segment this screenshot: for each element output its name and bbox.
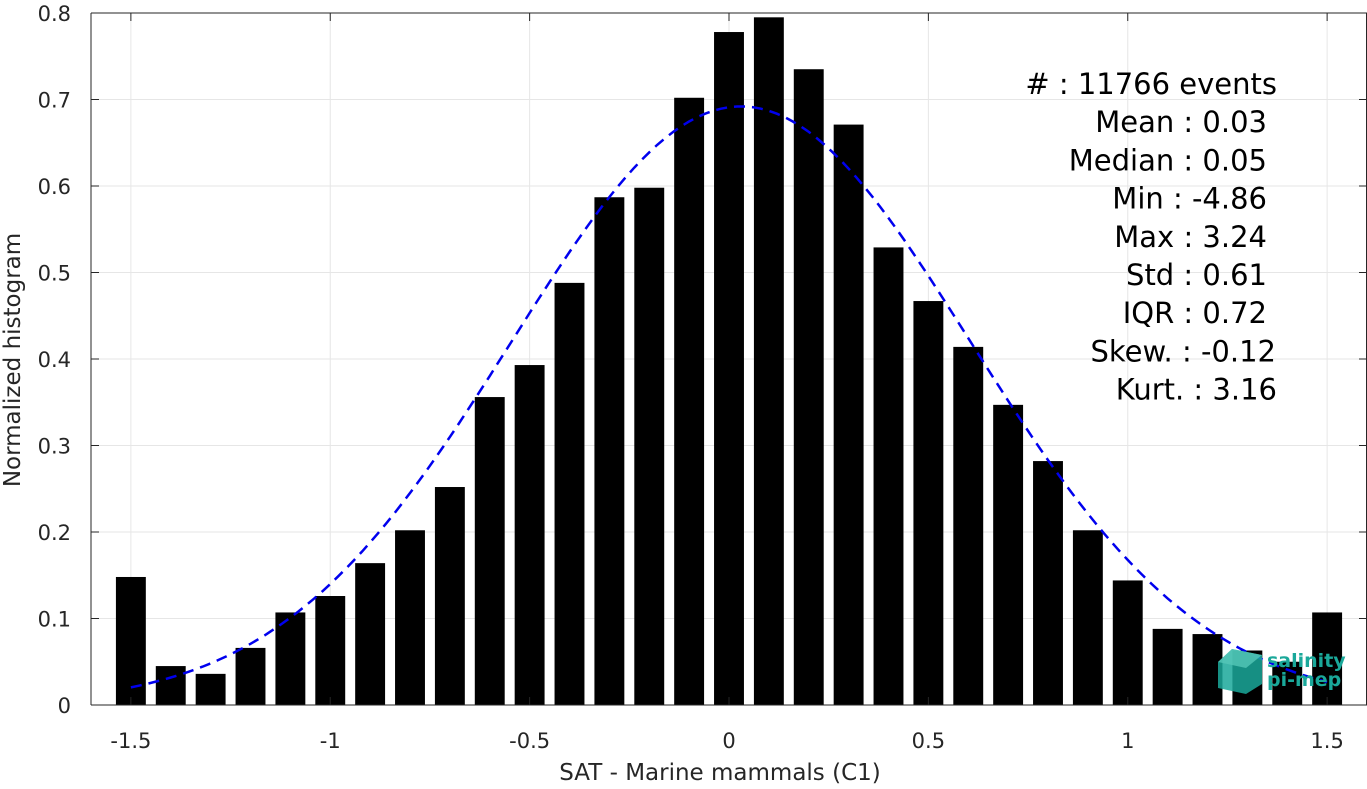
histogram-bar (1152, 628, 1183, 705)
x-axis-label: SAT - Marine mammals (C1) (559, 760, 881, 785)
y-tick-label: 0.2 (38, 521, 71, 545)
histogram-bar (554, 282, 585, 705)
histogram-bar (913, 301, 944, 705)
y-axis-label: Normalized histogram (0, 233, 26, 487)
histogram-bar (514, 365, 545, 705)
x-tick-label: -1 (320, 729, 341, 753)
stat-line: IQR : 0.72 (1123, 296, 1267, 330)
x-tick-label: 0 (722, 729, 735, 753)
logo-text-line1: salinity (1267, 650, 1346, 672)
histogram-bar (355, 563, 386, 705)
stat-line: Std : 0.61 (1126, 258, 1267, 292)
x-tick-label: 1 (1121, 729, 1134, 753)
stats-box: # : 11766 events Mean : 0.03 Median : 0.05… (1025, 67, 1277, 407)
histogram-bar (1033, 461, 1063, 705)
logo-text-line2: pi-mep (1267, 669, 1341, 691)
histogram-bar (714, 32, 744, 705)
stat-line: Skew. : -0.12 (1090, 334, 1276, 368)
stat-line: Min : -4.86 (1112, 182, 1267, 216)
histogram-bar (434, 487, 465, 705)
y-tick-label: 0.1 (38, 608, 71, 632)
y-tick-label: 0.5 (38, 262, 71, 286)
y-tick-label: 0 (58, 694, 71, 718)
x-tick-label: -1.5 (110, 729, 151, 753)
histogram-bar (594, 197, 625, 705)
x-tick-label: 0.5 (912, 729, 945, 753)
salinity-pimep-logo: salinity pi-mep (1218, 649, 1346, 694)
histogram-bar (753, 17, 784, 705)
stat-line: Kurt. : 3.16 (1116, 373, 1277, 407)
x-tick-label: 1.5 (1310, 729, 1343, 753)
y-tick-label: 0.8 (38, 2, 71, 26)
stat-line: Max : 3.24 (1114, 220, 1267, 254)
histogram-bar (793, 69, 824, 706)
stat-line: Mean : 0.03 (1095, 105, 1267, 139)
histogram-bar (1192, 634, 1223, 705)
y-tick-label: 0.7 (38, 89, 71, 113)
histogram-bar (833, 124, 864, 705)
histogram-bar (315, 596, 346, 705)
histogram-bar (1312, 612, 1343, 705)
x-tick-label: -0.5 (509, 729, 550, 753)
y-tick-label: 0.6 (38, 175, 71, 199)
fit-curve-layer (130, 105, 1328, 689)
histogram-bar (195, 673, 226, 705)
logo-cube-face (1218, 649, 1262, 668)
histogram-bar (674, 97, 705, 705)
histogram-bar (993, 404, 1024, 705)
y-tick-label: 0.4 (38, 348, 71, 372)
histogram-bar (953, 346, 984, 705)
histogram-bar (275, 612, 306, 705)
histogram-bar (634, 187, 665, 706)
stat-line: Median : 0.05 (1069, 143, 1267, 177)
stat-line: # : 11766 events (1025, 67, 1277, 101)
histogram-bar (1112, 580, 1143, 705)
histogram-bar (235, 647, 266, 705)
histogram-bar (115, 576, 146, 705)
tick-labels: -1.5 -1 -0.5 0 0.5 1 1.5 0 0.1 0.2 0.3 0.4 0.5 0.6 0.7… (38, 2, 1367, 753)
y-tick-label: 0.3 (38, 435, 71, 459)
histogram-bar (474, 397, 505, 705)
histogram-bar (873, 247, 904, 706)
histogram-bar (395, 530, 425, 705)
bars (115, 17, 1343, 706)
histogram-bar (1072, 530, 1103, 705)
gaussian-fit-curve (130, 105, 1328, 689)
histogram-bar (155, 666, 186, 705)
